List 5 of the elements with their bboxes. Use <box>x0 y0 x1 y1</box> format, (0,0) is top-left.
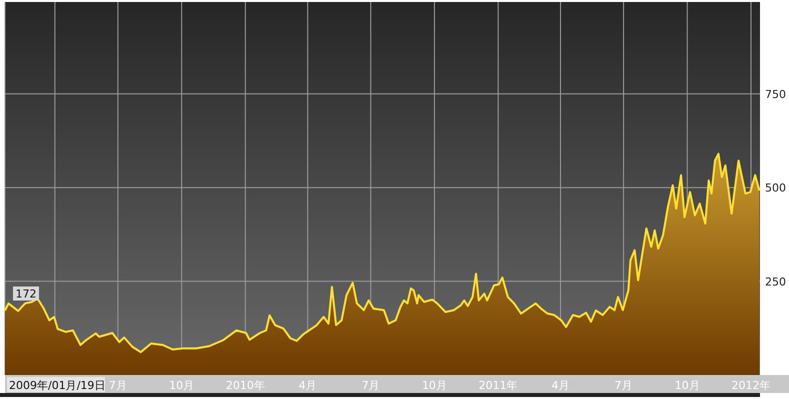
y-tick-label: 250 <box>765 275 786 288</box>
annotation: 172 <box>16 288 36 301</box>
x-tick-label: 2009年/01月/19日 <box>9 379 106 392</box>
y-tick-label: 500 <box>765 182 786 195</box>
y-tick-label: 750 <box>765 88 786 101</box>
